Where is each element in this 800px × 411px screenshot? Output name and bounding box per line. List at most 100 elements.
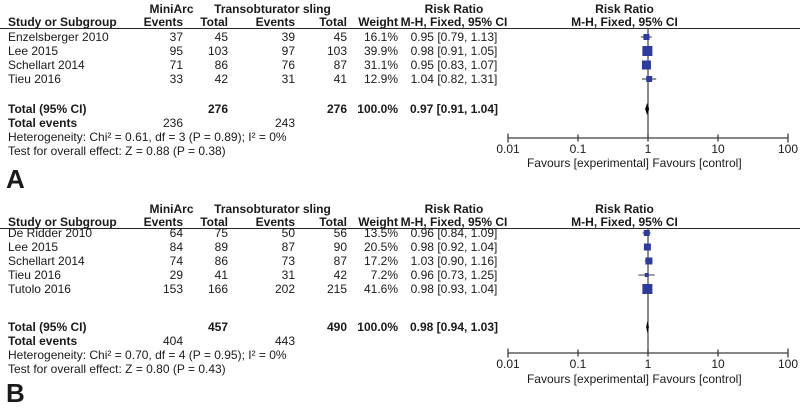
risk-ratio-value: 1.04 [0.82, 1.31] — [410, 72, 498, 86]
events1-value: 64 — [169, 226, 183, 240]
group-header-row: MiniArc Transobturator sling Risk Ratio … — [0, 2, 800, 16]
study-column-header: Study or Subgroup — [8, 215, 117, 229]
total1-sum: 457 — [207, 320, 228, 334]
study-name: Tieu 2016 — [8, 72, 61, 86]
total-events2: 243 — [274, 116, 295, 130]
total2-value: 41 — [333, 72, 347, 86]
events2-value: 76 — [281, 58, 295, 72]
panel-letter-b: B — [6, 378, 25, 408]
overall-effect-text: Test for overall effect: Z = 0.88 (P = 0… — [8, 144, 226, 158]
group1-header: MiniArc — [149, 202, 194, 216]
ci-plot-header: M-H, Fixed, 95% CI — [571, 215, 678, 229]
heterogeneity-text: Heterogeneity: Chi² = 0.70, df = 4 (P = … — [8, 348, 287, 362]
total1-value: 89 — [214, 240, 228, 254]
total2-value: 42 — [333, 268, 347, 282]
events2-value: 87 — [281, 240, 295, 254]
group1-header: MiniArc — [149, 2, 194, 16]
total-row: Total (95% CI) 276 276 100.0% 0.97 [0.91… — [0, 102, 800, 116]
weight-value: 7.2% — [370, 268, 398, 282]
total2-value: 90 — [333, 240, 347, 254]
weight-column-header: Weight — [358, 15, 398, 29]
total1-value: 103 — [207, 44, 228, 58]
heterogeneity-row: Heterogeneity: Chi² = 0.61, df = 3 (P = … — [0, 130, 800, 144]
study-row: Tieu 2016 33 42 31 41 12.9% 1.04 [0.82, … — [0, 72, 800, 86]
total2-value: 215 — [326, 282, 347, 296]
study-row: De Ridder 2010 64 75 50 56 13.5% 0.96 [0… — [0, 226, 800, 240]
risk-ratio-column-header: Risk Ratio — [424, 2, 484, 16]
risk-ratio-value: 0.95 [0.79, 1.13] — [410, 30, 498, 44]
events1-value: 84 — [169, 240, 183, 254]
total1-value: 86 — [214, 254, 228, 268]
forest-panel-b: MiniArc Transobturator sling Risk Ratio … — [0, 200, 800, 411]
total2-value: 103 — [326, 44, 347, 58]
total-risk-ratio: 0.97 [0.91, 1.04] — [409, 102, 499, 116]
study-name: Tieu 2016 — [8, 268, 61, 282]
header-divider — [0, 28, 800, 29]
risk-ratio-value: 0.98 [0.92, 1.04] — [410, 240, 498, 254]
weight-value: 31.1% — [363, 58, 398, 72]
total1-value: 42 — [214, 72, 228, 86]
weight-value: 16.1% — [363, 30, 398, 44]
total1-value: 41 — [214, 268, 228, 282]
events2-value: 73 — [281, 254, 295, 268]
favours-right-label: Favours [control] — [652, 372, 742, 386]
total2-value: 87 — [333, 58, 347, 72]
risk-ratio-value: 0.98 [0.93, 1.04] — [410, 282, 498, 296]
ci-column-header: M-H, Fixed, 95% CI — [400, 15, 508, 29]
total1-value: 86 — [214, 58, 228, 72]
total-risk-ratio: 0.98 [0.94, 1.03] — [409, 320, 499, 334]
total2-value: 45 — [333, 30, 347, 44]
study-name: Tutolo 2016 — [8, 282, 71, 296]
study-row: Tieu 2016 29 41 31 42 7.2% 0.96 [0.73, 1… — [0, 268, 800, 282]
total-events-row: Total events 404 443 — [0, 334, 800, 348]
header-divider — [0, 228, 800, 229]
group2-header: Transobturator sling — [214, 2, 331, 16]
column-header-row: Study or Subgroup Events Total Events To… — [0, 15, 800, 29]
risk-ratio-value: 1.03 [0.90, 1.16] — [410, 254, 498, 268]
total-weight: 100.0% — [357, 102, 398, 116]
events2-value: 39 — [281, 30, 295, 44]
weight-value: 17.2% — [363, 254, 398, 268]
events1-value: 71 — [169, 58, 183, 72]
ci-plot-header: M-H, Fixed, 95% CI — [571, 15, 678, 29]
events1-column-header: Events — [143, 215, 183, 229]
heterogeneity-text: Heterogeneity: Chi² = 0.61, df = 3 (P = … — [8, 130, 287, 144]
total1-value: 166 — [207, 282, 228, 296]
events1-value: 153 — [162, 282, 183, 296]
events2-value: 31 — [281, 268, 295, 282]
study-column-header: Study or Subgroup — [8, 15, 117, 29]
weight-value: 13.5% — [363, 226, 398, 240]
total1-column-header: Total — [200, 15, 228, 29]
study-row: Schellart 2014 74 86 73 87 17.2% 1.03 [0… — [0, 254, 800, 268]
weight-value: 39.9% — [363, 44, 398, 58]
risk-ratio-plot-header: Risk Ratio — [595, 202, 654, 216]
events2-value: 202 — [274, 282, 295, 296]
total1-value: 45 — [214, 30, 228, 44]
favours-left-label: Favours [experimental] — [526, 372, 650, 386]
panel-letter-a: A — [6, 164, 25, 194]
study-name: Lee 2015 — [8, 240, 59, 254]
risk-ratio-value: 0.96 [0.73, 1.25] — [410, 268, 498, 282]
total1-sum: 276 — [207, 102, 228, 116]
weight-value: 20.5% — [363, 240, 398, 254]
total-events-row: Total events 236 243 — [0, 116, 800, 130]
total-events1: 236 — [162, 116, 183, 130]
study-row: Lee 2015 95 103 97 103 39.9% 0.98 [0.91,… — [0, 44, 800, 58]
events1-value: 29 — [169, 268, 183, 282]
events1-column-header: Events — [143, 15, 183, 29]
total-weight: 100.0% — [357, 320, 398, 334]
risk-ratio-column-header: Risk Ratio — [424, 202, 484, 216]
total-events2: 443 — [274, 334, 295, 348]
weight-value: 12.9% — [363, 72, 398, 86]
weight-column-header: Weight — [358, 215, 398, 229]
events2-value: 97 — [281, 44, 295, 58]
total-row: Total (95% CI) 457 490 100.0% 0.98 [0.94… — [0, 320, 800, 334]
total-events1: 404 — [162, 334, 183, 348]
events1-value: 95 — [169, 44, 183, 58]
total1-column-header: Total — [200, 215, 228, 229]
total2-value: 87 — [333, 254, 347, 268]
total-label: Total (95% CI) — [8, 320, 87, 334]
total-events-label: Total events — [8, 116, 78, 130]
overall-effect-row: Test for overall effect: Z = 0.88 (P = 0… — [0, 144, 800, 158]
total2-column-header: Total — [319, 15, 347, 29]
